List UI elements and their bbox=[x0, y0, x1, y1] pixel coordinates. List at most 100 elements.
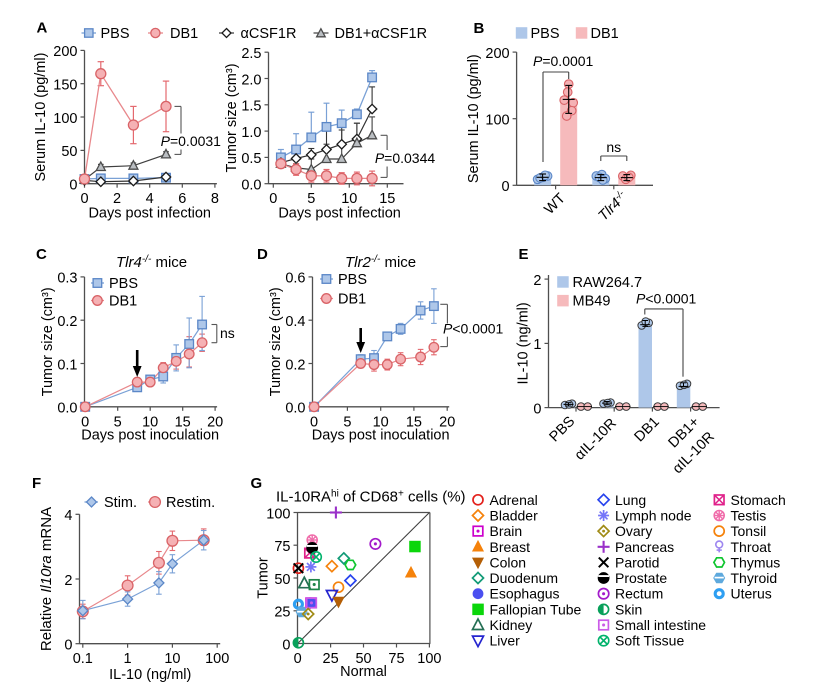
svg-text:IL-10RAhi of CD68+ cells (%): IL-10RAhi of CD68+ cells (%) bbox=[276, 489, 466, 506]
svg-text:0.1: 0.1 bbox=[73, 651, 93, 667]
svg-text:100: 100 bbox=[485, 113, 509, 129]
svg-text:Pancreas: Pancreas bbox=[615, 539, 674, 555]
svg-text:Tonsil: Tonsil bbox=[731, 523, 767, 539]
svg-text:P<0.0001: P<0.0001 bbox=[636, 291, 697, 307]
svg-text:10: 10 bbox=[164, 651, 180, 667]
svg-text:DB1+αCSF1R: DB1+αCSF1R bbox=[335, 26, 428, 42]
svg-text:5: 5 bbox=[114, 414, 122, 430]
svg-text:Tlr4-/- mice: Tlr4-/- mice bbox=[116, 254, 187, 271]
svg-text:25: 25 bbox=[323, 651, 339, 667]
svg-text:15: 15 bbox=[175, 414, 191, 430]
svg-text:200: 200 bbox=[53, 44, 77, 60]
svg-text:G: G bbox=[251, 475, 263, 492]
svg-text:0: 0 bbox=[294, 651, 302, 667]
svg-text:PBS: PBS bbox=[109, 276, 138, 292]
svg-text:P=0.0031: P=0.0031 bbox=[161, 133, 222, 149]
svg-text:2.0: 2.0 bbox=[241, 72, 261, 88]
svg-text:50: 50 bbox=[274, 572, 290, 588]
svg-text:20: 20 bbox=[207, 414, 223, 430]
svg-text:Soft Tissue: Soft Tissue bbox=[615, 633, 684, 649]
svg-text:15: 15 bbox=[379, 191, 395, 207]
svg-text:Uterus: Uterus bbox=[731, 586, 772, 602]
svg-text:PBS: PBS bbox=[101, 26, 130, 42]
svg-text:5: 5 bbox=[307, 191, 315, 207]
svg-text:Rectum: Rectum bbox=[615, 586, 663, 602]
svg-text:Prostate: Prostate bbox=[615, 570, 667, 586]
svg-text:4: 4 bbox=[146, 191, 154, 207]
svg-text:0.2: 0.2 bbox=[285, 357, 305, 373]
svg-text:0: 0 bbox=[69, 178, 77, 194]
svg-text:Duodenum: Duodenum bbox=[490, 570, 559, 586]
svg-text:Stim.: Stim. bbox=[104, 495, 137, 511]
svg-text:75: 75 bbox=[274, 539, 290, 555]
svg-text:200: 200 bbox=[485, 46, 509, 62]
svg-text:0: 0 bbox=[80, 191, 88, 207]
svg-text:4: 4 bbox=[64, 508, 72, 524]
svg-text:0: 0 bbox=[81, 414, 89, 430]
svg-text:2: 2 bbox=[113, 191, 121, 207]
svg-text:Thymus: Thymus bbox=[731, 554, 781, 570]
svg-text:10: 10 bbox=[142, 414, 158, 430]
svg-text:0: 0 bbox=[502, 179, 510, 195]
svg-text:8: 8 bbox=[211, 191, 219, 207]
svg-text:Skin: Skin bbox=[615, 601, 642, 617]
svg-text:αCSF1R: αCSF1R bbox=[241, 26, 297, 42]
svg-text:0.1: 0.1 bbox=[57, 357, 77, 373]
svg-text:Lymph node: Lymph node bbox=[615, 507, 692, 523]
svg-text:PBS: PBS bbox=[338, 272, 367, 288]
svg-text:Testis: Testis bbox=[731, 507, 767, 523]
svg-text:F: F bbox=[32, 475, 41, 492]
svg-text:Brain: Brain bbox=[490, 523, 523, 539]
svg-text:50: 50 bbox=[61, 144, 77, 160]
svg-text:Lung: Lung bbox=[615, 492, 646, 508]
svg-text:PBS: PBS bbox=[531, 26, 560, 42]
svg-text:B: B bbox=[474, 20, 485, 37]
svg-text:Ovary: Ovary bbox=[615, 523, 652, 539]
svg-text:1.5: 1.5 bbox=[241, 99, 261, 115]
svg-text:5: 5 bbox=[343, 414, 351, 430]
svg-text:D: D bbox=[257, 246, 268, 263]
svg-text:2: 2 bbox=[64, 573, 72, 589]
svg-text:0.3: 0.3 bbox=[57, 271, 77, 287]
svg-text:1: 1 bbox=[533, 337, 541, 353]
svg-text:Restim.: Restim. bbox=[166, 495, 215, 511]
svg-text:Kidney: Kidney bbox=[490, 617, 533, 633]
svg-text:0.5: 0.5 bbox=[241, 151, 261, 167]
svg-text:100: 100 bbox=[417, 651, 441, 667]
svg-text:Parotid: Parotid bbox=[615, 554, 659, 570]
svg-text:Relative Il10ra mRNA: Relative Il10ra mRNA bbox=[38, 507, 55, 651]
svg-text:Throat: Throat bbox=[731, 539, 772, 555]
svg-text:Serum IL-10 (pg/ml): Serum IL-10 (pg/ml) bbox=[33, 53, 49, 182]
svg-text:P=0.0344: P=0.0344 bbox=[375, 150, 436, 166]
svg-text:25: 25 bbox=[274, 605, 290, 621]
svg-text:Colon: Colon bbox=[490, 554, 527, 570]
svg-text:DB1: DB1 bbox=[109, 294, 137, 310]
svg-text:0.2: 0.2 bbox=[57, 314, 77, 330]
svg-text:10: 10 bbox=[341, 191, 357, 207]
svg-text:0: 0 bbox=[269, 191, 277, 207]
svg-text:DB1: DB1 bbox=[170, 26, 198, 42]
svg-text:IL-10 (ng/ml): IL-10 (ng/ml) bbox=[516, 302, 532, 384]
svg-text:2.5: 2.5 bbox=[241, 46, 261, 62]
svg-text:0.0: 0.0 bbox=[241, 178, 261, 194]
svg-text:P=0.0001: P=0.0001 bbox=[533, 53, 594, 69]
svg-text:20: 20 bbox=[439, 414, 455, 430]
svg-text:A: A bbox=[37, 19, 48, 36]
svg-text:0.4: 0.4 bbox=[285, 314, 305, 330]
svg-text:Small intestine: Small intestine bbox=[615, 617, 706, 633]
svg-text:Tumor size (cm³): Tumor size (cm³) bbox=[268, 287, 284, 396]
svg-text:2: 2 bbox=[533, 273, 541, 289]
svg-text:75: 75 bbox=[388, 651, 404, 667]
svg-text:50: 50 bbox=[355, 651, 371, 667]
svg-text:Days post inoculation: Days post inoculation bbox=[312, 428, 450, 444]
svg-text:Tumor: Tumor bbox=[256, 557, 272, 599]
svg-text:Liver: Liver bbox=[490, 633, 521, 649]
svg-text:DB1: DB1 bbox=[338, 292, 366, 308]
svg-text:10: 10 bbox=[373, 414, 389, 430]
svg-text:IL-10 (ng/ml): IL-10 (ng/ml) bbox=[109, 667, 191, 683]
svg-text:P<0.0001: P<0.0001 bbox=[443, 321, 504, 337]
svg-text:6: 6 bbox=[178, 191, 186, 207]
svg-text:Serum IL-10 (pg/ml): Serum IL-10 (pg/ml) bbox=[466, 54, 482, 183]
svg-text:Tlr2-/- mice: Tlr2-/- mice bbox=[345, 254, 416, 271]
svg-text:Stomach: Stomach bbox=[731, 492, 786, 508]
